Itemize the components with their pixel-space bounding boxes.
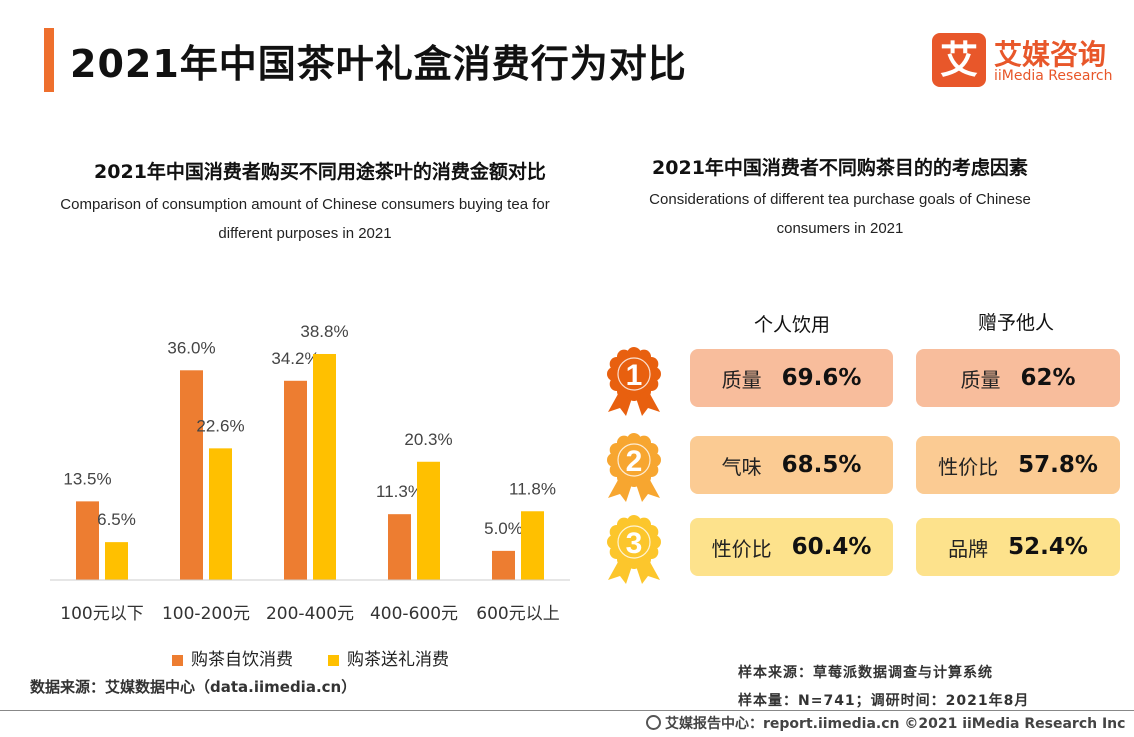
rank-3-gift-card: 品牌 52.4% [916, 518, 1120, 576]
column-header-gift: 赠予他人 [977, 312, 1054, 334]
iimedia-logo: 艾 艾媒咨询 iiMedia Research [932, 33, 1113, 91]
footer-credit-text: 艾媒报告中心：report.iimedia.cn ©2021 iiMedia R… [665, 716, 1126, 732]
rank-1-personal-value: 69.6% [781, 365, 862, 391]
factors-subtitle: Considerations of different tea purchase… [610, 185, 1070, 243]
rank-1-personal-card: 质量 69.6% [690, 349, 893, 407]
legend-item-self-use: 购茶自饮消费 [172, 645, 293, 670]
rank-2-personal-label: 气味 [721, 454, 762, 479]
data-source: 数据来源：艾媒数据中心（data.iimedia.cn） [30, 678, 357, 696]
column-header-personal: 个人饮用 [753, 314, 830, 336]
rank-2-gift-value: 57.8% [1018, 452, 1098, 478]
data-label-self-use-4: 5.0% [484, 519, 523, 538]
data-label-self-use-3: 11.3% [376, 482, 423, 501]
x-tick-label-1: 100-200元 [162, 604, 250, 624]
svg-text:1: 1 [626, 359, 643, 392]
data-label-self-use-0: 13.5% [63, 469, 111, 488]
data-label-gift-3: 20.3% [404, 430, 452, 449]
rank-3-personal-label: 性价比 [711, 536, 772, 561]
bar-self-use-2 [284, 380, 307, 580]
rank-1-gift-label: 质量 [960, 367, 1001, 392]
bar-gift-1 [209, 448, 232, 580]
page-title: 2021年中国茶叶礼盒消费行为对比 [70, 42, 687, 86]
bar-gift-0 [105, 542, 128, 580]
rank-3-gift-label: 品牌 [948, 536, 989, 561]
rank-1-badge: 1 [604, 346, 664, 418]
rank-3-gift-value: 52.4% [1008, 534, 1088, 560]
bar-self-use-4 [492, 550, 515, 580]
legend-item-gift: 购茶送礼消费 [328, 645, 449, 670]
rank-3-personal-value: 60.4% [791, 534, 872, 560]
rank-1-personal-label: 质量 [721, 367, 762, 392]
bar-gift-3 [417, 461, 440, 580]
logo-mark: 艾 [932, 33, 986, 87]
rank-2-gift-label: 性价比 [938, 454, 999, 479]
bar-chart-subtitle: Comparison of consumption amount of Chin… [20, 190, 590, 248]
data-label-gift-4: 11.8% [509, 479, 556, 498]
x-tick-label-2: 200-400元 [266, 604, 354, 624]
rank-1-gift-value: 62% [1020, 365, 1076, 391]
legend-label-gift: 购茶送礼消费 [347, 650, 449, 670]
legend-label-self-use: 购茶自饮消费 [191, 650, 293, 670]
rank-2-personal-card: 气味 68.5% [690, 436, 893, 494]
logo-en-text: iiMedia Research [994, 68, 1113, 84]
bar-chart-subtitle-line2: different purposes in 2021 [218, 225, 392, 242]
rank-2-gift-card: 性价比 57.8% [916, 436, 1120, 494]
footer-credit: 艾媒报告中心：report.iimedia.cn ©2021 iiMedia R… [646, 713, 1125, 733]
sample-size: 样本量：N=741；调研时间：2021年8月 [738, 693, 1030, 709]
globe-icon [646, 715, 661, 730]
data-label-gift-0: 6.5% [97, 510, 136, 529]
rank-3-badge: 3 [604, 514, 664, 586]
footer-divider [0, 710, 1134, 711]
x-tick-label-0: 100元以下 [60, 604, 143, 624]
data-label-gift-2: 38.8% [300, 322, 348, 341]
factors-title: 2021年中国消费者不同购茶目的的考虑因素 [652, 157, 1028, 179]
data-label-self-use-2: 34.2% [271, 349, 319, 368]
bar-self-use-0 [76, 501, 99, 580]
factors-subtitle-line2: consumers in 2021 [776, 220, 904, 237]
data-label-gift-1: 22.6% [196, 416, 244, 435]
svg-text:2: 2 [626, 445, 643, 478]
factors-subtitle-line1: Considerations of different tea purchase… [649, 191, 1031, 208]
title-accent-bar [44, 28, 54, 92]
legend-swatch-gift [328, 654, 339, 666]
x-tick-label-3: 400-600元 [370, 604, 458, 624]
bar-gift-4 [521, 511, 544, 580]
x-tick-label-4: 600元以上 [476, 604, 559, 624]
data-label-self-use-1: 36.0% [167, 338, 215, 357]
bar-chart-title: 2021年中国消费者购买不同用途茶叶的消费金额对比 [94, 161, 546, 183]
bar-self-use-3 [388, 514, 411, 580]
bar-gift-2 [313, 353, 336, 580]
logo-cn-text: 艾媒咨询 [994, 38, 1107, 71]
rank-3-personal-card: 性价比 60.4% [690, 518, 893, 576]
legend-swatch-self-use [172, 654, 183, 666]
bar-chart-subtitle-line1: Comparison of consumption amount of Chin… [60, 196, 550, 213]
rank-2-personal-value: 68.5% [781, 452, 862, 478]
rank-2-badge: 2 [604, 432, 664, 504]
svg-text:3: 3 [626, 527, 643, 560]
rank-1-gift-card: 质量 62% [916, 349, 1120, 407]
bar-self-use-1 [180, 370, 203, 580]
sample-source: 样本来源：草莓派数据调查与计算系统 [738, 665, 993, 681]
